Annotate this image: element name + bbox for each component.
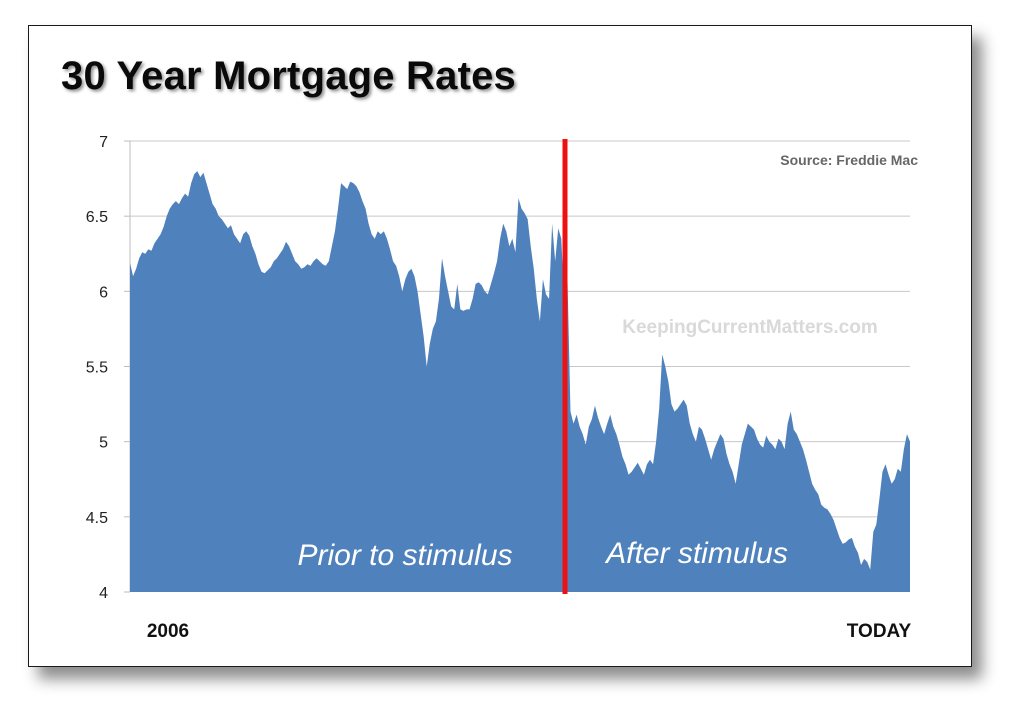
- chart-title: 30 Year Mortgage Rates: [61, 54, 516, 98]
- rate-area: [130, 171, 910, 592]
- annotation-after: After stimulus: [604, 537, 788, 570]
- rate-area-series: [130, 171, 910, 592]
- watermark-text: KeepingCurrentMatters.com: [622, 317, 878, 338]
- y-tick-label: 4: [99, 585, 108, 602]
- y-tick-label: 4.5: [86, 510, 108, 527]
- y-tick-label: 6: [99, 284, 108, 301]
- source-label: Source: Freddie Mac: [780, 152, 918, 168]
- y-tick-label: 5.5: [86, 360, 108, 377]
- y-tick-label: 6.5: [86, 209, 108, 226]
- y-axis: 7 6.5 6 5.5 5 4.5 4: [86, 134, 131, 602]
- x-start-label: 2006: [147, 621, 189, 642]
- annotation-prior: Prior to stimulus: [297, 539, 512, 572]
- y-tick-label: 7: [99, 134, 108, 151]
- y-tick-label: 5: [99, 435, 108, 452]
- x-end-label: TODAY: [847, 621, 912, 642]
